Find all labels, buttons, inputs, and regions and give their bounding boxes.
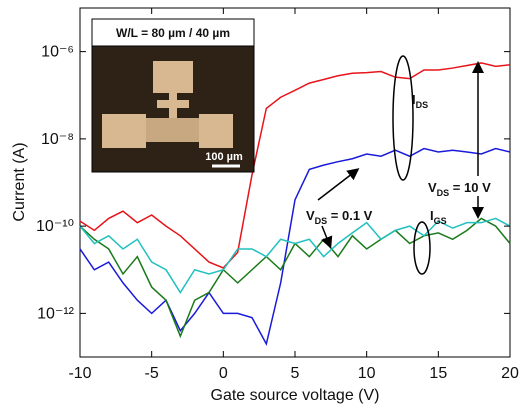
x-tick-label: -10	[68, 365, 91, 382]
annotation-text: V	[306, 208, 315, 223]
x-tick-label: -5	[145, 365, 159, 382]
pad	[102, 114, 146, 148]
pad	[153, 61, 193, 93]
y-axis-label: Current (A)	[11, 142, 28, 221]
data-line	[79, 217, 511, 339]
annotation-subscript: DS	[437, 188, 450, 198]
inset: W/L = 80 µm / 40 µm 100 µm	[91, 18, 255, 173]
x-axis-label: Gate source voltage (V)	[211, 387, 380, 404]
arrow	[317, 168, 360, 201]
annotation-shapes	[317, 55, 484, 275]
annotation-subscript: DS	[315, 216, 328, 226]
annotation: IGS	[430, 208, 447, 226]
annotation-subscript: DS	[416, 100, 429, 110]
annotation-subscript: GS	[434, 216, 447, 226]
annotation-text: = 10 V	[449, 180, 491, 195]
scale-label: 100 µm	[205, 151, 243, 163]
pad	[199, 114, 233, 148]
y-tick-label: 10⁻¹⁰	[36, 218, 74, 235]
ellipse	[392, 55, 414, 181]
plot-area	[79, 62, 511, 346]
arrow	[321, 225, 333, 249]
annotation: VDS = 10 V	[428, 180, 491, 198]
y-tick-label: 10⁻⁸	[41, 131, 74, 148]
data-line	[79, 147, 511, 346]
y-tick-label: 10⁻⁶	[41, 44, 74, 61]
annotation-text: I	[412, 92, 416, 107]
data-line	[79, 217, 511, 294]
x-tick-label: 15	[429, 365, 447, 382]
x-tick-label: 10	[358, 365, 376, 382]
x-tick-label: 5	[291, 365, 300, 382]
y-tick-label: 10⁻¹²	[37, 305, 75, 322]
data-line	[79, 62, 511, 269]
x-tick-label: 20	[501, 365, 519, 382]
pad	[157, 100, 189, 108]
annotation: IDS	[412, 92, 428, 110]
ellipse	[413, 221, 431, 275]
annotation-text: I	[430, 208, 434, 223]
inset-label-box	[91, 18, 255, 47]
annotation-text: = 0.1 V	[327, 208, 372, 223]
channel	[146, 118, 202, 142]
inset-label: W/L = 80 µm / 40 µm	[116, 26, 230, 40]
x-tick-label: 0	[219, 365, 228, 382]
annotation: VDS = 0.1 V	[306, 208, 373, 226]
annotation-text: V	[428, 180, 437, 195]
